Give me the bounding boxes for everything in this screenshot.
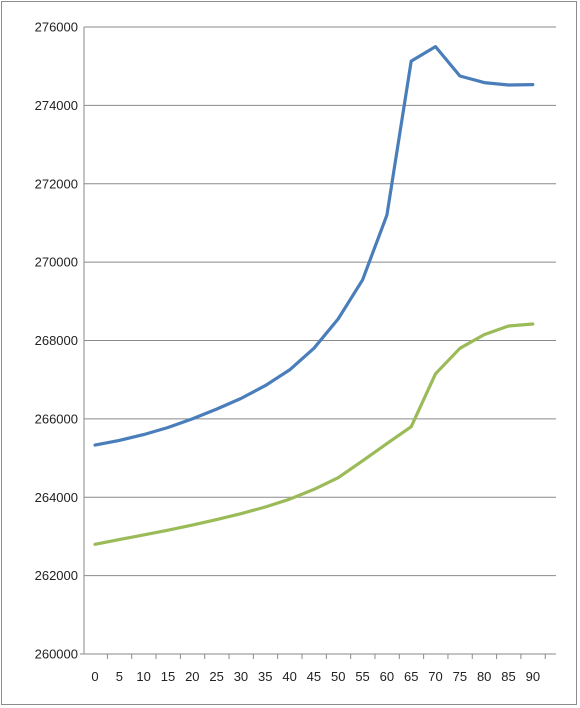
y-tick-label: 260000 [35,647,78,662]
x-tick-label: 25 [209,669,223,684]
x-tick-label: 75 [453,669,467,684]
y-tick-label: 272000 [35,176,78,191]
x-tick-label: 15 [161,669,175,684]
x-tick-label: 80 [477,669,491,684]
x-tick-label: 10 [136,669,150,684]
y-tick-label: 270000 [35,255,78,270]
x-tick-label: 40 [282,669,296,684]
x-tick-label: 5 [116,669,123,684]
series-line-1 [93,44,535,447]
x-tick-label: 45 [307,669,321,684]
y-tick-label: 266000 [35,411,78,426]
x-tick-label: 70 [428,669,442,684]
x-axis [80,27,556,659]
y-tick-label: 274000 [35,98,78,113]
y-tick-label: 268000 [35,333,78,348]
x-tick-label: 85 [501,669,515,684]
x-tick-label: 20 [185,669,199,684]
y-tick-label: 262000 [35,568,78,583]
x-tick-label: 35 [258,669,272,684]
x-tick-label: 60 [380,669,394,684]
x-tick-label: 0 [91,669,98,684]
x-tick-label: 90 [526,669,540,684]
y-axis-tick-labels: 260000 262000 264000 266000 268000 270000 2720… [35,20,78,662]
y-tick-label: 264000 [35,490,78,505]
series-line-2 [93,322,535,546]
series-lines [93,44,535,546]
x-tick-label: 50 [331,669,345,684]
x-tick-label: 65 [404,669,418,684]
x-tick-label: 55 [355,669,369,684]
x-axis-tick-labels: 0 5 10 15 20 25 30 35 40 45 50 55 60 65 70 75 80 85 90 [91,669,540,684]
y-tick-label: 276000 [35,20,78,35]
x-tick-label: 30 [234,669,248,684]
